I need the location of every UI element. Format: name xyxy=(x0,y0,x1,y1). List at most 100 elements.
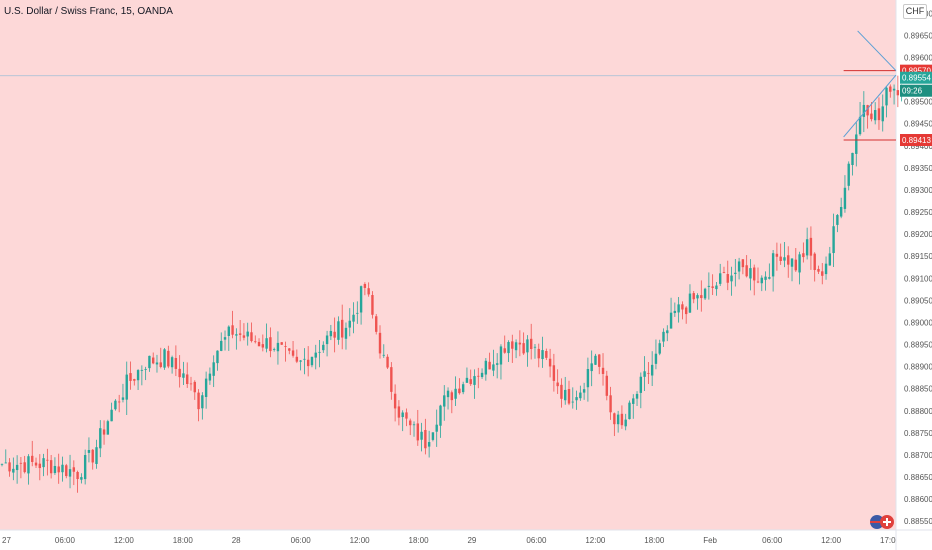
candle-body xyxy=(424,429,427,449)
y-tick-label: 0.89600 xyxy=(904,53,932,62)
candle-body xyxy=(435,424,438,432)
candle-body xyxy=(824,263,828,275)
candle-body xyxy=(27,456,30,474)
candle-body xyxy=(390,367,393,392)
candle-body xyxy=(794,259,797,271)
candle-body xyxy=(839,206,843,217)
candle-body xyxy=(688,293,692,313)
candle-body xyxy=(488,361,491,370)
candle-body xyxy=(314,352,317,358)
candle-body xyxy=(537,348,540,359)
y-tick-label: 0.89250 xyxy=(904,208,932,217)
y-tick-label: 0.89500 xyxy=(904,98,932,107)
candle-body xyxy=(873,110,877,121)
candle-body xyxy=(684,307,688,315)
candle-body xyxy=(666,330,669,334)
currency-button[interactable]: CHF xyxy=(903,4,927,19)
candle-body xyxy=(507,342,510,354)
candle-body xyxy=(186,374,189,384)
candle-body xyxy=(4,462,7,464)
candle-body xyxy=(885,87,888,106)
candle-body xyxy=(68,469,72,477)
candle-body xyxy=(318,351,321,353)
candle-body xyxy=(613,413,616,425)
candle-body xyxy=(155,362,159,365)
candle-body xyxy=(639,376,643,393)
triangle-upper-line xyxy=(857,30,897,72)
candle-body xyxy=(337,321,340,340)
candle-body xyxy=(635,393,639,399)
candle-body xyxy=(609,395,612,413)
candle-body xyxy=(454,388,457,399)
x-tick-label: 12:00 xyxy=(585,536,606,545)
candle-body xyxy=(787,255,790,265)
candle-body xyxy=(813,253,816,271)
candle-body xyxy=(235,334,238,336)
candle-body xyxy=(764,276,767,280)
candle-body xyxy=(616,414,620,425)
x-tick-label: 06:00 xyxy=(55,536,76,545)
candle-body xyxy=(741,259,745,268)
candle-body xyxy=(832,226,835,254)
candle-body xyxy=(499,346,503,365)
candle-body xyxy=(594,355,597,365)
triangle-lower-line xyxy=(843,74,897,138)
candle-body xyxy=(49,460,53,474)
candle-body xyxy=(333,331,336,338)
candle-body xyxy=(114,400,117,410)
candle-body xyxy=(605,375,608,396)
candle-body xyxy=(201,395,204,409)
candle-body xyxy=(276,342,280,352)
candle-body xyxy=(204,378,208,398)
y-tick-label: 0.88600 xyxy=(904,495,932,504)
candle-body xyxy=(148,355,151,369)
candle-body xyxy=(170,357,174,368)
candle-body xyxy=(371,295,374,315)
time-axis-background xyxy=(0,530,896,550)
candle-body xyxy=(726,274,729,283)
candle-body xyxy=(620,413,624,426)
candle-body xyxy=(526,339,529,353)
candle-body xyxy=(121,397,125,400)
candle-body xyxy=(692,293,695,300)
candle-body xyxy=(117,401,121,403)
candle-body xyxy=(31,455,34,462)
candle-body xyxy=(579,392,582,399)
candle-body xyxy=(83,455,87,480)
candle-body xyxy=(208,373,212,381)
y-tick-label: 0.89450 xyxy=(904,120,932,129)
candle-body xyxy=(654,353,658,364)
candle-body xyxy=(329,330,333,337)
candle-body xyxy=(152,357,155,364)
candle-body xyxy=(159,362,162,367)
candle-body xyxy=(15,464,19,471)
y-tick-label: 0.89000 xyxy=(904,318,932,327)
candle-body xyxy=(798,254,801,273)
candle-body xyxy=(632,398,635,404)
candle-body xyxy=(325,335,329,345)
candle-body xyxy=(0,463,4,465)
candle-body xyxy=(821,271,824,276)
candle-body xyxy=(790,258,794,267)
candle-body xyxy=(601,367,605,374)
candle-body xyxy=(140,369,144,371)
candle-body xyxy=(855,134,858,154)
candle-body xyxy=(446,390,450,398)
candle-body xyxy=(57,466,60,473)
candle-body xyxy=(405,412,408,419)
candle-body xyxy=(95,447,98,464)
candle-body xyxy=(760,277,763,284)
candle-body xyxy=(382,354,385,356)
candle-body xyxy=(269,337,272,352)
candle-body xyxy=(367,288,370,295)
candle-body xyxy=(193,381,196,393)
candle-body xyxy=(344,327,348,339)
candle-body xyxy=(125,374,128,400)
candle-body xyxy=(99,428,102,449)
symbol-title[interactable]: U.S. Dollar / Swiss Franc, 15, OANDA xyxy=(4,6,173,17)
candle-body xyxy=(212,362,215,376)
candle-body xyxy=(397,406,401,418)
candle-body xyxy=(223,337,227,340)
